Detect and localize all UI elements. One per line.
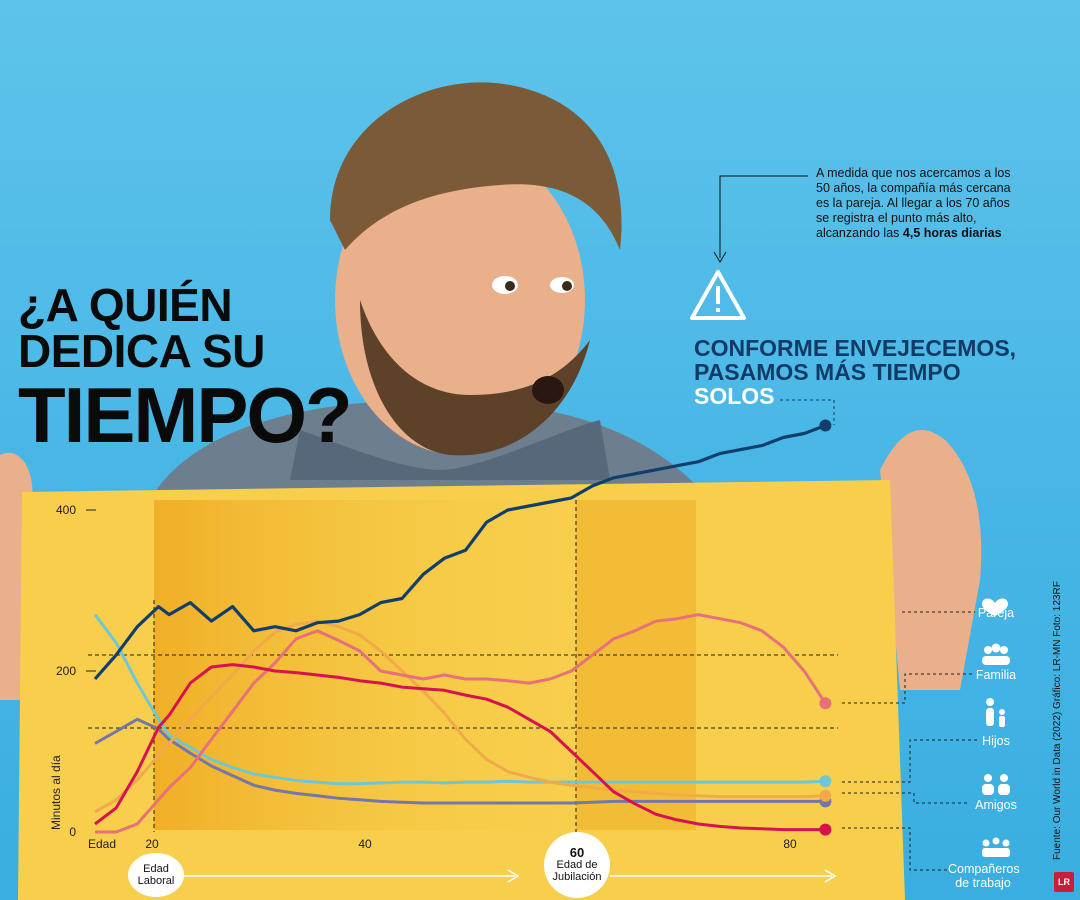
series-line-familia: [94, 619, 826, 814]
series-line-solos: [93, 424, 826, 681]
legend-label-companeros: Compañeros de trabajo: [948, 862, 1020, 890]
friends-icon: [982, 774, 1010, 795]
y-axis-label: Minutos al día: [49, 755, 63, 830]
y-tick-0: 0: [69, 825, 76, 839]
legend-connectors: [842, 611, 978, 871]
callout-bold: 4,5 horas diarias: [902, 226, 1002, 240]
x-tick-80: 80: [783, 837, 797, 851]
title-line-2: DEDICA SU: [18, 325, 265, 377]
callout-connector: [719, 175, 808, 258]
edad-laboral-line1: Edad: [143, 863, 169, 875]
main-title: ¿A QUIÉN DEDICA SU TIEMPO?: [18, 279, 353, 459]
series-line-pareja: [95, 613, 827, 834]
legend-label-amigos: Amigos: [975, 798, 1017, 812]
series-endpoint-pareja: [819, 697, 832, 710]
lr-logo: LR: [1054, 872, 1074, 892]
y-tick-400: 400: [56, 503, 76, 517]
coworkers-icon: [982, 837, 1010, 857]
headline-line-2: PASAMOS MÁS TIEMPO: [694, 359, 961, 385]
title-line-3: TIEMPO?: [18, 371, 353, 459]
x-tick-20: 20: [145, 837, 159, 851]
series-line-hijos: [93, 613, 826, 786]
headline-line-1: CONFORME ENVEJECEMOS,: [694, 335, 1017, 361]
warning-icon: [690, 270, 746, 320]
jubilacion-line2: Jubilación: [552, 871, 602, 883]
headline: CONFORME ENVEJECEMOS, PASAMOS MÁS TIEMPO…: [694, 336, 1016, 408]
x-tick-40: 40: [358, 837, 372, 851]
jubilacion-age: 60: [569, 845, 585, 860]
title-line-1: ¿A QUIÉN: [18, 279, 233, 331]
x-axis-label: Edad: [88, 837, 116, 851]
series-endpoint-hijos: [819, 775, 832, 788]
jubilacion-line1: Edad de: [556, 859, 598, 871]
retirement-highlight: [576, 500, 696, 830]
series-endpoint-companeros: [819, 823, 832, 836]
solos-connector: [780, 399, 835, 425]
y-tick-200: 200: [56, 664, 76, 678]
series-line-amigos: [94, 717, 826, 805]
edad-jubilacion-badge: 60 Edad de Jubilación: [544, 832, 610, 898]
callout-body: A medida que nos acercamos a los 50 años…: [816, 166, 1011, 240]
edad-laboral-line2: Laboral: [137, 875, 175, 887]
child-icon: [986, 698, 1005, 727]
family-icon: [982, 643, 1010, 665]
chart-axes: 400 200 0 20 40 80 Edad Minutos al día: [49, 503, 797, 851]
series-line-companeros: [94, 663, 826, 832]
callout-text: A medida que nos acercamos a los 50 años…: [816, 166, 1016, 241]
heart-icon: [982, 598, 1008, 616]
headline-highlight: SOLOS: [694, 383, 775, 409]
series-endpoint-familia: [819, 789, 832, 802]
legend-label-hijos: Hijos: [982, 734, 1010, 748]
legend-label-familia: Familia: [975, 668, 1017, 682]
series-endpoint-solos: [819, 419, 832, 432]
legend-icons: [982, 598, 1010, 857]
chart-series: [93, 419, 832, 836]
right-hand: [880, 430, 982, 690]
legend-label-pareja: Pareja: [977, 606, 1015, 620]
source-credit: Fuente: Our World in Data (2022) Gráfico…: [1052, 581, 1063, 860]
edad-laboral-badge: Edad Laboral: [128, 853, 184, 897]
